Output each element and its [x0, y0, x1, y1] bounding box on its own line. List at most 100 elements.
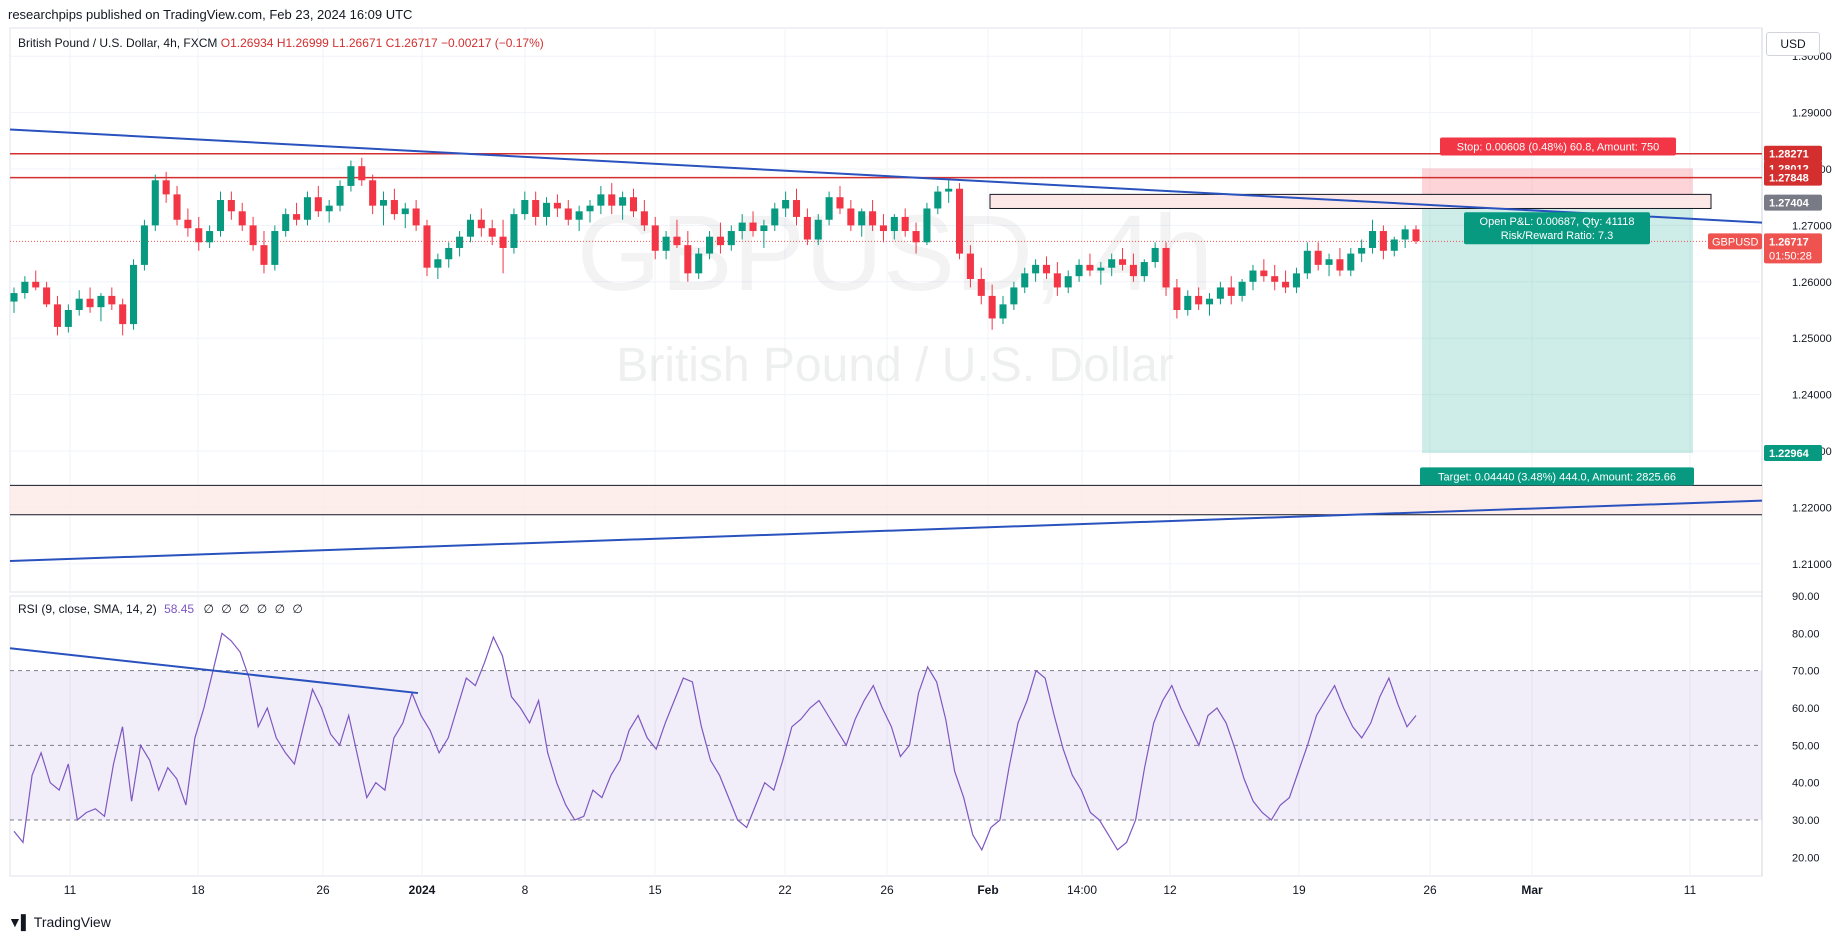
candle-body	[32, 281, 40, 288]
candle-body	[379, 200, 388, 206]
target-label-bg	[1420, 467, 1694, 486]
price-tag-bg	[1764, 445, 1822, 462]
candle-body	[1021, 273, 1029, 288]
candle-body	[532, 200, 540, 217]
candle-body	[423, 225, 431, 268]
brand-name: TradingView	[33, 914, 111, 930]
candle-body	[1140, 262, 1148, 277]
time-tick-label: 12	[1163, 883, 1177, 897]
candle-body	[43, 287, 51, 305]
candle-body	[130, 264, 138, 325]
time-tick-label: 8	[522, 883, 529, 897]
legend-open: O1.26934	[220, 36, 274, 50]
tradingview-logo-icon: ▼▌	[8, 914, 31, 930]
zones	[10, 168, 1762, 515]
legend-close: C1.26717	[385, 36, 438, 50]
candle-body	[1195, 295, 1203, 305]
legend-low: L1.26671	[332, 36, 383, 50]
candle-body	[151, 180, 159, 226]
candle-body	[445, 247, 453, 260]
candle-body	[879, 225, 887, 232]
candle-body	[238, 211, 246, 226]
candle-body	[1151, 247, 1159, 263]
candle-body	[651, 225, 659, 251]
time-tick-label: 2024	[409, 883, 436, 897]
candle-body	[934, 191, 942, 209]
price-tag-bg	[1764, 194, 1822, 211]
candle-body	[1260, 270, 1268, 277]
rsi-tick-label: 80.00	[1792, 628, 1820, 640]
candle-body	[97, 295, 105, 308]
candle-body	[347, 166, 355, 186]
candle-body	[749, 222, 757, 232]
candle-body	[1358, 247, 1366, 254]
time-tick-label: 18	[191, 883, 205, 897]
time-tick-label: 11	[1684, 883, 1697, 897]
currency-button[interactable]: USD	[1766, 32, 1820, 56]
candle-body	[858, 211, 866, 226]
candle-body	[912, 231, 920, 243]
candle-body	[966, 253, 974, 279]
candle-body	[695, 253, 703, 274]
candle-body	[738, 222, 746, 232]
candle-body	[390, 200, 398, 215]
candle-body	[543, 202, 551, 217]
candle-body	[1173, 287, 1181, 310]
candle-body	[1216, 287, 1224, 299]
rsi-empty-values: ∅ ∅ ∅ ∅ ∅ ∅	[203, 602, 305, 616]
candle-body	[782, 200, 790, 209]
candle-body	[684, 245, 692, 274]
price-tick-label: 1.24000	[1792, 390, 1832, 402]
price-tag-value: 1.28271	[1769, 149, 1809, 161]
descending-trendline	[9, 128, 1763, 224]
candle-body	[1097, 267, 1105, 271]
candle-body	[706, 236, 714, 254]
footer: ▼▌ TradingView	[0, 908, 1835, 939]
candle-body	[890, 216, 898, 232]
candle-body	[119, 304, 127, 325]
candle-body	[1271, 276, 1279, 282]
symbol-legend[interactable]: British Pound / U.S. Dollar, 4h, FXCM O1…	[18, 36, 544, 50]
candle-body	[10, 293, 18, 302]
candle-body	[325, 205, 333, 212]
candles	[10, 157, 1420, 336]
rsi-legend[interactable]: RSI (9, close, SMA, 14, 2) 58.45 ∅ ∅ ∅ ∅…	[18, 602, 305, 616]
time-tick-label: Feb	[977, 883, 998, 897]
take-profit-zone	[1422, 202, 1693, 454]
candle-body	[956, 188, 964, 254]
candle-body	[216, 200, 225, 232]
candle-body	[434, 259, 442, 268]
candle-body	[1108, 259, 1116, 268]
price-tag-countdown: 01:50:28	[1769, 250, 1812, 262]
candle-body	[792, 200, 801, 217]
candle-body	[108, 295, 116, 305]
candle-body	[608, 194, 616, 206]
legend-change: −0.00217 (−0.17%)	[441, 36, 544, 50]
candle-body	[727, 231, 735, 246]
price-tag-value: 1.22964	[1769, 448, 1810, 460]
candle-body	[923, 208, 931, 243]
candle-body	[553, 202, 561, 209]
rsi-value: 58.45	[164, 602, 195, 616]
candle-body	[836, 197, 844, 209]
rsi-pane	[9, 632, 1762, 852]
price-tick-label: 1.27000	[1792, 220, 1832, 232]
candle-body	[1368, 231, 1377, 248]
legend-high: H1.26999	[276, 36, 329, 50]
tradingview-logo[interactable]: ▼▌ TradingView	[8, 914, 111, 930]
candle-body	[1086, 264, 1094, 271]
risk-reward-label: Risk/Reward Ratio: 7.3	[1501, 230, 1614, 242]
candle-body	[184, 219, 192, 229]
trendlines	[9, 128, 1763, 562]
price-tag-bg	[1764, 169, 1822, 186]
candle-body	[1336, 259, 1344, 271]
candle-body	[673, 236, 681, 246]
candle-body	[173, 194, 181, 220]
candle-body	[260, 245, 268, 265]
candle-body	[564, 208, 572, 220]
candle-body	[597, 194, 605, 206]
rsi-tick-label: 70.00	[1792, 666, 1820, 678]
price-tag-value: 1.27404	[1769, 198, 1810, 210]
candle-body	[869, 211, 877, 226]
